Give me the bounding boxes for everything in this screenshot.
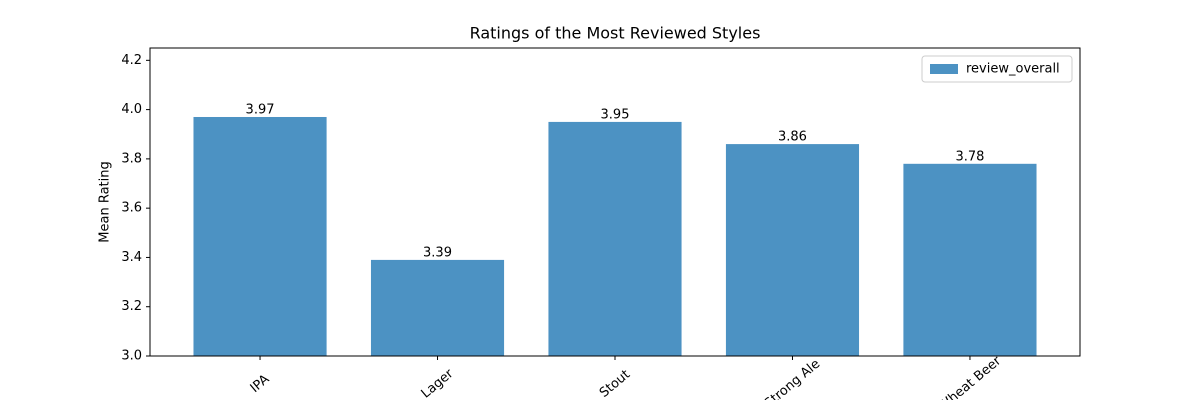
x-tick-label: IPA — [248, 372, 273, 396]
bar — [725, 144, 860, 356]
legend-box — [921, 55, 1073, 83]
y-tick-label: 3.4 — [121, 250, 142, 265]
y-tick-label: 3.2 — [121, 299, 142, 314]
bar — [903, 163, 1037, 356]
y-axis-label: Mean Rating — [98, 161, 113, 242]
x-tick-label: Lager — [419, 366, 457, 400]
value-label: 3.97 — [246, 102, 275, 117]
legend-label: review_overall — [966, 62, 1060, 77]
value-label: 3.86 — [778, 130, 807, 145]
bar — [193, 116, 327, 356]
y-tick-label: 3.8 — [121, 151, 142, 166]
value-label: 3.95 — [601, 107, 630, 122]
value-label: 3.78 — [955, 149, 984, 164]
value-label: 3.39 — [423, 245, 452, 260]
plot-frame — [149, 47, 1081, 357]
x-tick-label: Strong Ale — [762, 357, 823, 400]
bar — [370, 259, 505, 356]
bar — [548, 121, 682, 356]
x-tick-label: Stout — [597, 367, 633, 400]
y-tick-label: 4.0 — [121, 102, 142, 117]
chart-title: Ratings of the Most Reviewed Styles — [470, 24, 761, 43]
legend-swatch — [930, 64, 958, 74]
y-tick-label: 3.6 — [121, 201, 142, 216]
y-tick-label: 3.0 — [121, 349, 142, 364]
y-tick-label: 4.2 — [121, 53, 142, 68]
x-tick-label: Wheat Beer — [936, 353, 1005, 400]
